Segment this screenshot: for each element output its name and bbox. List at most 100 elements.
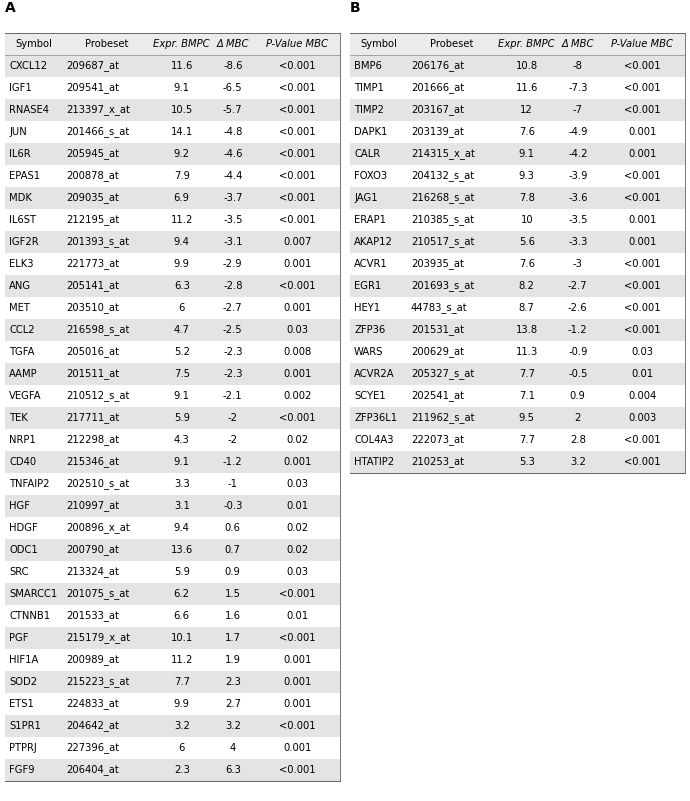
Text: CTNNB1: CTNNB1 [9, 611, 50, 621]
Text: COL4A3: COL4A3 [354, 435, 393, 445]
Text: 0.02: 0.02 [286, 545, 308, 555]
Text: ELK3: ELK3 [9, 259, 34, 269]
Bar [600, 33, 685, 55]
Bar [5, 209, 340, 231]
Text: <0.001: <0.001 [279, 721, 315, 731]
Bar [350, 231, 685, 253]
Text: 9.1: 9.1 [174, 457, 190, 467]
Text: JUN: JUN [9, 127, 27, 137]
Text: 1.6: 1.6 [225, 611, 241, 621]
Text: 2: 2 [575, 413, 581, 423]
Text: 201693_s_at: 201693_s_at [411, 280, 474, 292]
Text: -0.9: -0.9 [568, 347, 588, 357]
Text: Expr. BMPC: Expr. BMPC [153, 39, 210, 49]
Text: 9.9: 9.9 [174, 699, 190, 709]
Text: 0.002: 0.002 [283, 391, 311, 401]
Bar [350, 275, 685, 297]
Text: -2.3: -2.3 [223, 369, 243, 379]
Text: 200989_at: 200989_at [66, 654, 119, 666]
Text: FGF9: FGF9 [9, 765, 34, 775]
Text: 210517_s_at: 210517_s_at [411, 236, 474, 248]
Text: 222073_at: 222073_at [411, 435, 464, 445]
Text: NRP1: NRP1 [9, 435, 36, 445]
Text: 9.5: 9.5 [519, 413, 535, 423]
Text: 7.7: 7.7 [174, 677, 190, 687]
Text: CALR: CALR [354, 149, 380, 159]
Text: -2.8: -2.8 [223, 281, 243, 291]
Text: 9.2: 9.2 [174, 149, 190, 159]
Text: -3.9: -3.9 [568, 171, 588, 181]
Bar [350, 253, 685, 275]
Text: <0.001: <0.001 [624, 281, 660, 291]
Text: 0.001: 0.001 [628, 215, 656, 225]
Text: 6: 6 [179, 743, 185, 753]
Text: 3.3: 3.3 [174, 479, 190, 489]
Bar [5, 561, 340, 583]
Bar [5, 297, 340, 319]
Bar [350, 297, 685, 319]
Text: 9.1: 9.1 [174, 83, 190, 93]
Bar [350, 99, 685, 121]
Bar [5, 231, 340, 253]
Text: 2.7: 2.7 [225, 699, 241, 709]
Text: 201666_at: 201666_at [411, 83, 464, 94]
Text: 1.7: 1.7 [225, 633, 241, 643]
Text: PTPRJ: PTPRJ [9, 743, 37, 753]
Text: -0.3: -0.3 [223, 501, 242, 511]
Text: 200878_at: 200878_at [66, 171, 119, 182]
Text: 0.01: 0.01 [286, 611, 308, 621]
Text: -3.5: -3.5 [568, 215, 588, 225]
Text: AAMP: AAMP [9, 369, 38, 379]
Text: ODC1: ODC1 [9, 545, 38, 555]
Bar [5, 429, 340, 451]
Text: RNASE4: RNASE4 [9, 105, 49, 115]
Text: <0.001: <0.001 [624, 83, 660, 93]
Text: 0.001: 0.001 [283, 369, 311, 379]
Bar [350, 385, 685, 407]
Text: 0.7: 0.7 [225, 545, 241, 555]
Text: 11.2: 11.2 [170, 215, 193, 225]
Text: 6.2: 6.2 [174, 589, 190, 599]
Text: 11.6: 11.6 [170, 61, 193, 71]
Text: <0.001: <0.001 [624, 193, 660, 203]
Text: 212195_at: 212195_at [66, 215, 119, 225]
Text: 205327_s_at: 205327_s_at [411, 368, 474, 380]
Text: 201533_at: 201533_at [66, 610, 119, 622]
Text: 224833_at: 224833_at [66, 698, 119, 710]
Text: 10.8: 10.8 [515, 61, 538, 71]
Text: 203510_at: 203510_at [66, 303, 119, 313]
Text: -1: -1 [228, 479, 238, 489]
Text: -7.3: -7.3 [568, 83, 588, 93]
Text: 0.02: 0.02 [286, 523, 308, 533]
Text: 2.8: 2.8 [570, 435, 586, 445]
Text: 0.03: 0.03 [286, 567, 308, 577]
Text: 202541_at: 202541_at [411, 391, 464, 401]
Bar [5, 341, 340, 363]
Text: 0.03: 0.03 [286, 479, 308, 489]
Text: Symbol: Symbol [360, 39, 397, 49]
Bar [350, 165, 685, 187]
Bar [5, 99, 340, 121]
Bar [350, 319, 685, 341]
Bar [5, 77, 340, 99]
Text: 4.7: 4.7 [174, 325, 190, 335]
Text: 201075_s_at: 201075_s_at [66, 589, 129, 599]
Text: <0.001: <0.001 [279, 633, 315, 643]
Text: 6.6: 6.6 [174, 611, 190, 621]
Text: -4.4: -4.4 [223, 171, 242, 181]
Text: MET: MET [9, 303, 30, 313]
Text: CCL2: CCL2 [9, 325, 34, 335]
Text: SMARCC1: SMARCC1 [9, 589, 57, 599]
Text: 205141_at: 205141_at [66, 280, 119, 292]
Text: AKAP12: AKAP12 [354, 237, 393, 247]
Text: IGF2R: IGF2R [9, 237, 39, 247]
Text: 3.1: 3.1 [174, 501, 190, 511]
Text: -4.8: -4.8 [223, 127, 242, 137]
Text: <0.001: <0.001 [279, 193, 315, 203]
Text: -4.6: -4.6 [223, 149, 243, 159]
Text: IL6R: IL6R [9, 149, 30, 159]
Text: 6.3: 6.3 [174, 281, 190, 291]
Text: 5.2: 5.2 [174, 347, 190, 357]
Text: JAG1: JAG1 [354, 193, 377, 203]
Bar [5, 451, 340, 473]
